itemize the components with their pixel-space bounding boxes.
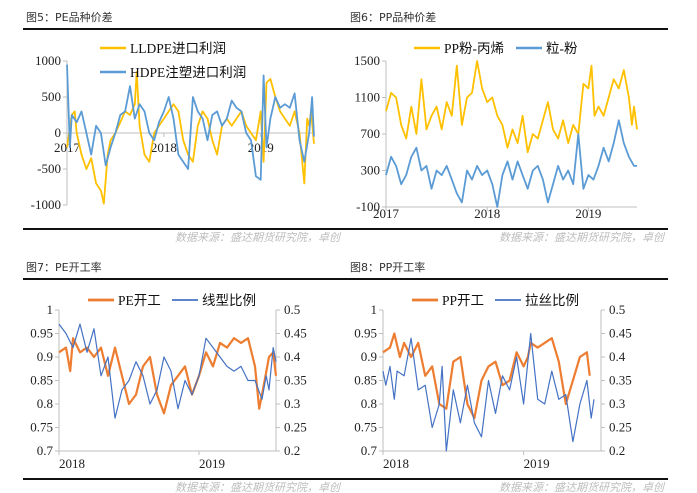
x-tick-label: 2018 <box>474 206 500 221</box>
footer-rule <box>23 478 348 480</box>
y2-tick-label: 0.35 <box>284 373 307 388</box>
x-tick-label: 2019 <box>199 456 225 471</box>
legend-label: PP粉-丙烯 <box>444 41 504 56</box>
x-tick-label: 2018 <box>151 140 177 155</box>
y-tick-label: 0 <box>55 125 62 140</box>
y-tick-label: 0.7 <box>37 443 54 458</box>
source-note: 数据来源：盛达期货研究院，卓创 <box>175 481 342 493</box>
y-tick-label: -500 <box>37 161 61 176</box>
y-tick-label: 1500 <box>354 53 380 68</box>
series-line-1 <box>58 337 278 415</box>
y-tick-label: -100 <box>356 199 380 214</box>
legend-label: 线型比例 <box>202 293 256 308</box>
y-tick-label: 1 <box>371 302 378 317</box>
header-rule <box>348 28 668 30</box>
y-tick-label: 0.95 <box>30 326 53 341</box>
x-tick-label: 2017 <box>373 206 400 221</box>
x-tick-label: 2019 <box>575 206 601 221</box>
series-line-2 <box>382 332 595 452</box>
y2-tick-label: 0.2 <box>284 443 300 458</box>
y-tick-label: 700 <box>361 126 381 141</box>
y-tick-label: 0.7 <box>361 443 378 458</box>
y-tick-label: 1 <box>47 302 54 317</box>
y-tick-label: 0.75 <box>354 420 377 435</box>
source-note: 数据来源：盛达期货研究院，卓创 <box>175 231 342 244</box>
y-tick-label: 0.75 <box>30 420 53 435</box>
y2-tick-label: 0.45 <box>284 326 307 341</box>
x-tick-label: 2018 <box>59 456 85 471</box>
series-line-2 <box>58 323 277 419</box>
header-rule <box>23 28 348 30</box>
y-tick-label: 0.9 <box>37 349 53 364</box>
footer-rule <box>348 228 668 230</box>
y-tick-label: 1100 <box>354 90 380 105</box>
y-tick-label: -1000 <box>31 197 61 212</box>
source-note: 数据来源：盛达期货研究院，卓创 <box>499 231 666 244</box>
y-tick-label: 0.8 <box>361 396 377 411</box>
x-tick-label: 2018 <box>383 456 409 471</box>
y2-tick-label: 0.4 <box>284 349 301 364</box>
legend-label: PP开工 <box>442 293 484 308</box>
header-rule <box>348 278 668 280</box>
y2-tick-label: 0.2 <box>609 443 625 458</box>
y-tick-label: 0.8 <box>37 396 53 411</box>
legend-label: PE开工 <box>118 293 161 308</box>
legend-label: 拉丝比例 <box>525 293 579 308</box>
y2-tick-label: 0.5 <box>609 302 625 317</box>
y2-tick-label: 0.3 <box>609 396 625 411</box>
y-tick-label: 0.9 <box>361 349 377 364</box>
series-line-2 <box>66 64 315 181</box>
y-tick-label: 500 <box>42 89 62 104</box>
footer-rule <box>348 478 668 480</box>
y-tick-label: 300 <box>361 163 381 178</box>
y2-tick-label: 0.35 <box>609 373 632 388</box>
x-tick-label: 2019 <box>524 456 550 471</box>
chart-title: 图7：PE开工率 <box>26 260 102 274</box>
y-tick-label: 0.95 <box>354 326 377 341</box>
series-line-1 <box>382 332 591 420</box>
y-tick-label: 0.85 <box>354 373 377 388</box>
legend-label: HDPE注塑进口利润 <box>130 65 246 80</box>
y-tick-label: 0.85 <box>30 373 53 388</box>
legend-label: 粒-粉 <box>546 41 578 56</box>
y2-tick-label: 0.25 <box>284 420 307 435</box>
chart-title: 图5：PE品种价差 <box>26 10 113 24</box>
footer-rule <box>23 228 348 230</box>
header-rule <box>23 278 348 280</box>
chart-title: 图6：PP品种价差 <box>350 10 436 24</box>
source-note: 数据来源：盛达期货研究院，卓创 <box>499 481 666 493</box>
y2-tick-label: 0.4 <box>609 349 626 364</box>
series-line-1 <box>385 60 638 154</box>
legend-label: LLDPE进口利润 <box>130 41 226 56</box>
y2-tick-label: 0.25 <box>609 420 632 435</box>
chart-title: 图8：PP开工率 <box>350 260 425 274</box>
y2-tick-label: 0.45 <box>609 326 632 341</box>
y2-tick-label: 0.5 <box>284 302 300 317</box>
series-line-2 <box>385 119 637 208</box>
y-tick-label: 1000 <box>35 53 61 68</box>
y2-tick-label: 0.3 <box>284 396 300 411</box>
x-tick-label: 2017 <box>54 140 81 155</box>
